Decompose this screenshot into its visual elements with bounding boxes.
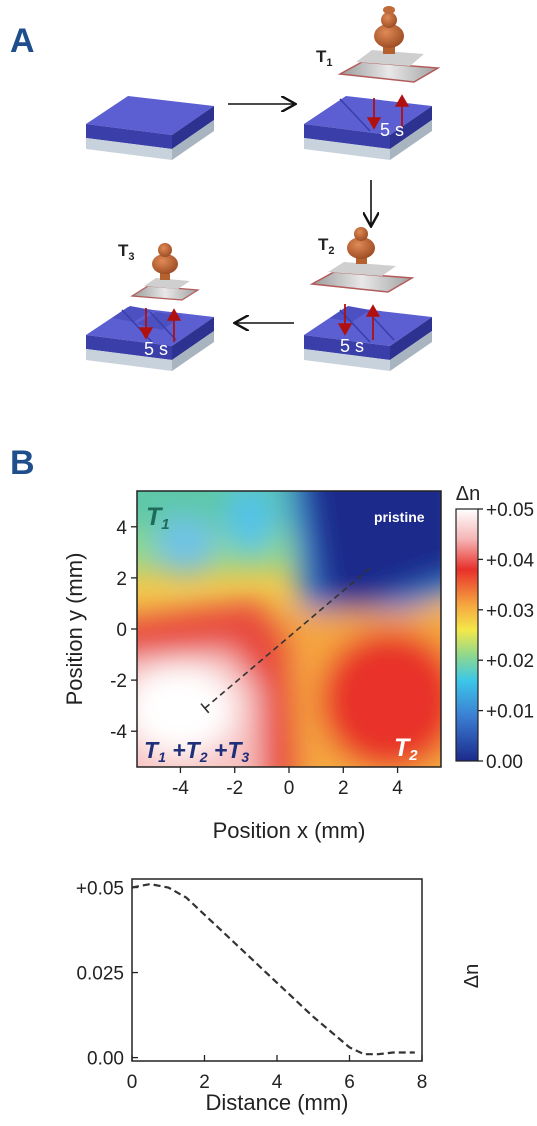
duration-t1: 5 s [380, 120, 404, 140]
colorbar-title: Δn [456, 483, 480, 505]
block-step-2 [304, 306, 432, 371]
profile-x-tick-label: 6 [344, 1072, 355, 1093]
heatmap-y-tick-label: 0 [116, 620, 127, 641]
heatmap-x-tick-label: -2 [226, 778, 243, 799]
heatmap-y-tick-label: 2 [116, 569, 127, 590]
profile-frame [131, 878, 423, 1062]
heatmap-y-tick-label: -4 [110, 722, 127, 743]
heatmap-x-axis-label: Position x (mm) [213, 818, 366, 843]
panel-b-letter: B [10, 444, 35, 482]
region-t2-label: T2 [394, 734, 418, 764]
colorbar-tick-label: +0.05 [486, 500, 534, 521]
duration-t2: 5 s [340, 336, 364, 356]
profile-y-tick-label: +0.05 [76, 879, 124, 900]
profile-x-tick-label: 4 [272, 1072, 283, 1093]
heatmap-y-axis-label: Position y (mm) [62, 553, 87, 706]
heatmap-y-tick-label: -2 [110, 671, 127, 692]
heatmap-plot: -4 -2 0 2 4 4 2 0 -2 -4 [110, 490, 442, 799]
stamp-t2 [309, 227, 415, 293]
region-combo-label: T1 +T2 +T3 [144, 737, 249, 765]
stamp-t2-label: T2 [318, 235, 335, 257]
profile-y-axis-label: Δn [461, 964, 483, 988]
profile-plot: 0 2 4 6 8 +0.05 0.025 0.00 [76, 878, 428, 1093]
colorbar-tick-label: +0.02 [486, 651, 534, 672]
heatmap-x-tick-label: -4 [172, 778, 189, 799]
colorbar: Δn +0.05 +0.04 +0.03 +0.02 +0.01 0.00 [455, 483, 535, 773]
block-step-3 [86, 306, 214, 371]
colorbar-tick-label: +0.03 [486, 601, 534, 622]
colorbar-tick-label: 0.00 [486, 752, 523, 773]
stamp-t1-label: T1 [316, 47, 333, 69]
profile-y-tick-label: 0.025 [76, 964, 124, 985]
heatmap-x-tick-label: 4 [392, 778, 403, 799]
stamp-t3-label: T3 [118, 241, 135, 263]
profile-y-tick-label: 0.00 [87, 1049, 124, 1070]
line-profile-marker [204, 567, 371, 709]
duration-t3: 5 s [144, 339, 168, 359]
profile-x-tick-label: 0 [127, 1072, 138, 1093]
colorbar-tick-label: +0.04 [486, 550, 535, 571]
profile-x-tick-label: 2 [199, 1072, 210, 1093]
block-step-1 [304, 96, 432, 160]
stamp-t1 [337, 6, 441, 83]
heatmap-x-tick-label: 0 [284, 778, 295, 799]
region-t1-label: T1 [146, 503, 170, 533]
line-profile-start-cap [200, 703, 210, 714]
colorbar-gradient [455, 508, 479, 762]
region-pristine-label: pristine [374, 509, 425, 525]
heatmap-x-tick-label: 2 [338, 778, 349, 799]
colorbar-tick-label: +0.01 [486, 702, 534, 723]
stamp-t3 [130, 243, 200, 301]
block-pristine [86, 96, 214, 160]
profile-x-tick-label: 8 [417, 1072, 428, 1093]
profile-series-line [131, 882, 415, 1056]
heatmap-y-tick-label: 4 [116, 518, 127, 539]
profile-x-axis-label: Distance (mm) [205, 1090, 348, 1115]
panel-a-letter: A [10, 22, 35, 60]
